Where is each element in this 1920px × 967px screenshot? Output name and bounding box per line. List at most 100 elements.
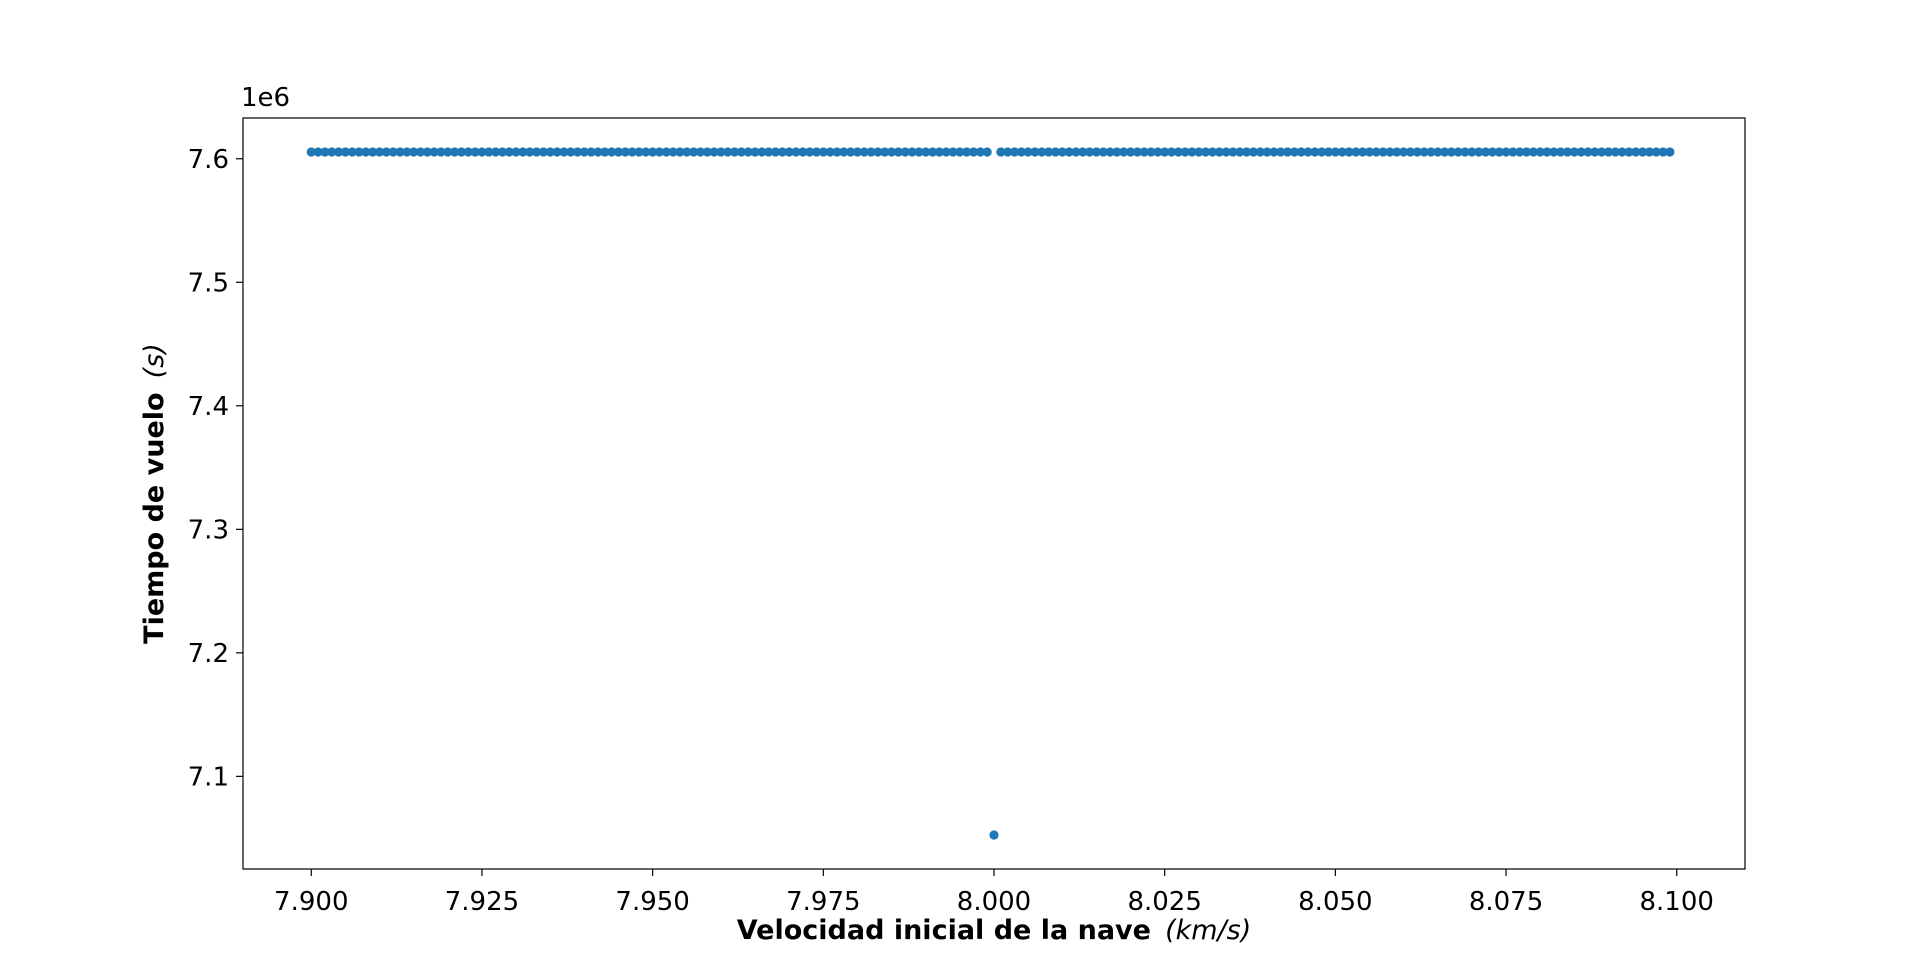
- data-point: [361, 147, 371, 157]
- data-point: [1125, 147, 1136, 157]
- data-point: [1132, 147, 1142, 157]
- data-point: [982, 147, 992, 157]
- data-point: [491, 147, 501, 157]
- x-tick-label: 8.050: [1298, 887, 1372, 917]
- x-tick-label: 8.025: [1127, 887, 1201, 917]
- data-point: [1392, 147, 1402, 157]
- data-point: [893, 147, 904, 157]
- data-point: [675, 147, 685, 157]
- data-point: [1631, 147, 1641, 157]
- data-point: [1535, 147, 1545, 157]
- data-point: [552, 147, 562, 157]
- y-axis: 7.1 7.2 7.3 7.4 7.5 7.6: [188, 145, 243, 792]
- data-point: [1187, 147, 1197, 157]
- x-tick-label: 8.100: [1640, 887, 1714, 917]
- x-axis-label: Velocidad inicial de la nave (km/s): [737, 915, 1251, 946]
- data-point: [1665, 147, 1675, 157]
- data-point: [805, 147, 815, 157]
- data-point: [1590, 147, 1600, 157]
- data-point: [1146, 147, 1156, 157]
- data-point: [1344, 147, 1354, 157]
- data-point: [1112, 147, 1122, 157]
- data-point: [1153, 147, 1163, 157]
- data-point: [1446, 147, 1457, 157]
- data-point: [620, 147, 630, 157]
- data-point: [1255, 147, 1265, 157]
- data-point: [1276, 147, 1286, 157]
- data-point: [1296, 147, 1306, 157]
- data-point: [559, 147, 569, 157]
- x-tick-label: 8.075: [1469, 887, 1543, 917]
- data-point: [1248, 147, 1259, 157]
- data-point: [388, 147, 398, 157]
- data-point: [627, 147, 637, 157]
- data-point: [1549, 147, 1559, 157]
- data-point: [798, 147, 808, 157]
- data-point: [422, 147, 432, 157]
- data-point: [1378, 147, 1388, 157]
- x-tick-label: 7.950: [615, 887, 689, 917]
- data-point: [1317, 147, 1327, 157]
- data-point: [1515, 147, 1525, 157]
- x-tick-label: 7.925: [445, 887, 519, 917]
- data-point: [1371, 147, 1381, 157]
- data-point: [525, 147, 535, 157]
- data-point: [470, 147, 480, 157]
- data-point: [1658, 147, 1668, 157]
- data-point: [729, 147, 740, 157]
- data-point: [504, 147, 514, 157]
- data-point: [1235, 147, 1245, 157]
- data-point: [538, 147, 549, 157]
- data-point: [866, 147, 876, 157]
- data-point: [511, 147, 521, 157]
- x-tick-label: 7.975: [786, 887, 860, 917]
- data-point: [1603, 147, 1614, 157]
- data-point: [1050, 147, 1061, 157]
- data-point: [934, 147, 944, 157]
- data-point: [1644, 147, 1655, 157]
- data-point: [1105, 147, 1115, 157]
- data-point: [347, 147, 357, 157]
- data-point: [613, 147, 624, 157]
- data-point: [333, 147, 344, 157]
- data-point: [1071, 147, 1081, 157]
- data-point: [1221, 147, 1231, 157]
- y-axis-label-unit: (s): [139, 343, 170, 378]
- data-point: [1194, 147, 1204, 157]
- data-point: [1289, 147, 1299, 157]
- data-point: [1501, 147, 1511, 157]
- data-point: [1323, 147, 1334, 157]
- data-point: [327, 147, 337, 157]
- data-point: [716, 147, 726, 157]
- x-tick-label: 7.900: [274, 887, 348, 917]
- data-point: [463, 147, 473, 157]
- data-point: [1037, 147, 1047, 157]
- data-point: [1385, 147, 1395, 157]
- data-point: [907, 147, 917, 157]
- data-point: [1269, 147, 1279, 157]
- data-point: [900, 147, 910, 157]
- data-point: [770, 147, 781, 157]
- data-point: [374, 147, 385, 157]
- data-point: [702, 147, 712, 157]
- data-point: [825, 147, 835, 157]
- y-axis-label-text: Tiempo de vuelo: [139, 392, 170, 643]
- data-point: [1399, 147, 1409, 157]
- data-point: [443, 147, 453, 157]
- data-point: [607, 147, 617, 157]
- data-point: [477, 147, 487, 157]
- data-point: [1487, 147, 1497, 157]
- data-point: [811, 147, 822, 157]
- data-point: [682, 147, 692, 157]
- data-point: [1556, 147, 1566, 157]
- data-point: [880, 147, 890, 157]
- data-point: [1508, 147, 1518, 157]
- data-point: [784, 147, 794, 157]
- data-point: [914, 147, 924, 157]
- data-point: [996, 147, 1006, 157]
- data-point: [1651, 147, 1661, 157]
- data-point: [436, 147, 446, 157]
- data-point: [723, 147, 733, 157]
- data-point: [1262, 147, 1272, 157]
- data-point: [1528, 147, 1538, 157]
